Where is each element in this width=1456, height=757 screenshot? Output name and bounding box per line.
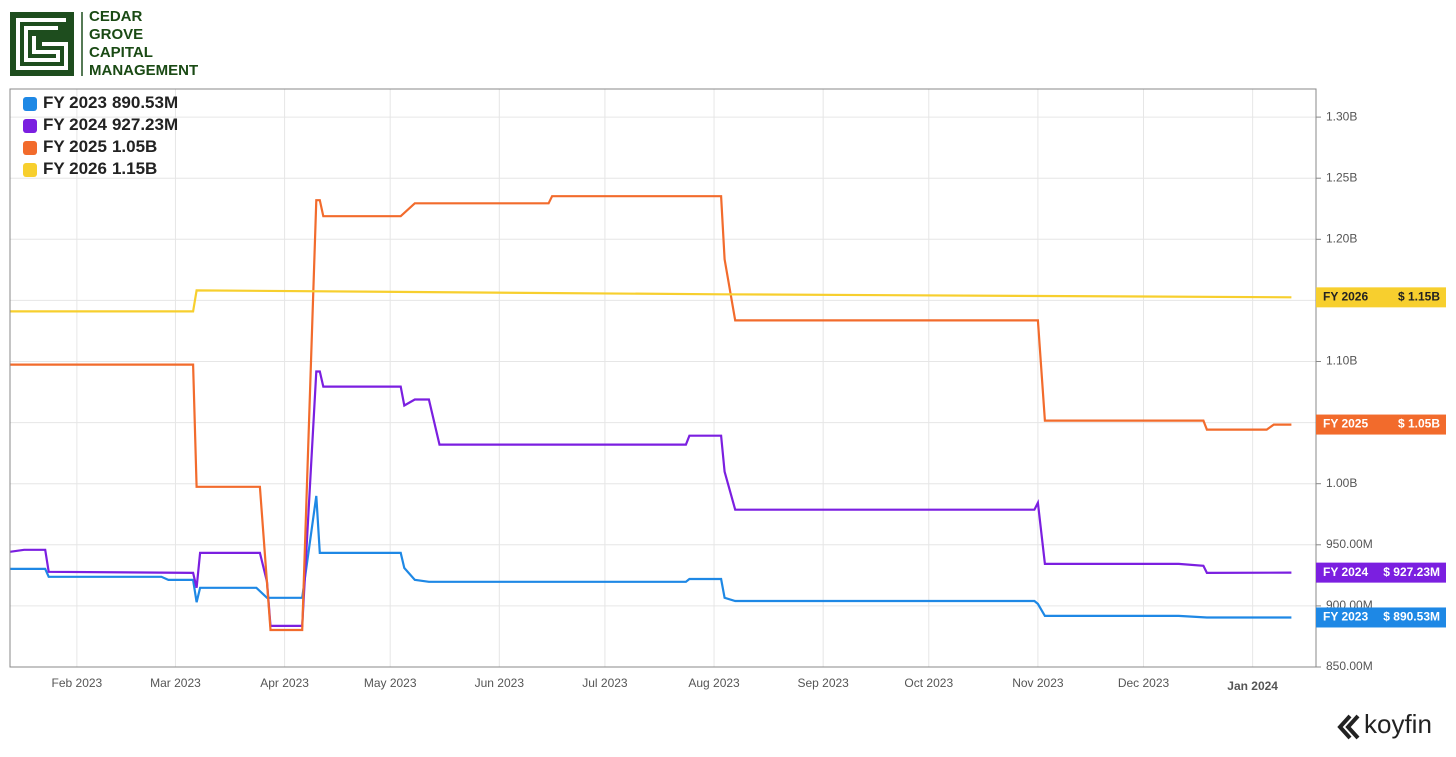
x-tick-label: Jun 2023 [475,676,525,690]
value-tag-name: FY 2025 [1323,417,1368,431]
legend-label: FY 2025 1.05B [43,137,157,156]
legend-name: FY 2025 [43,137,107,156]
legend-swatch [23,141,37,155]
legend-swatch [23,97,37,111]
y-tick-label: 950.00M [1326,537,1373,551]
series-line [10,495,1292,619]
x-tick-label: Nov 2023 [1012,676,1064,690]
value-tag [1316,562,1446,583]
x-tick-label: Jan 2024 [1227,679,1278,693]
logo-pattern [16,18,68,70]
y-tick-label: 1.10B [1326,354,1357,368]
logo: CEDAR GROVE CAPITAL MANAGEMENT [10,8,198,79]
x-tick-label: Aug 2023 [688,676,740,690]
legend-value: 890.53M [112,93,178,112]
y-tick-label: 850.00M [1326,659,1373,673]
x-tick-label: Feb 2023 [52,676,103,690]
legend-name: FY 2024 [43,115,108,134]
x-tick-label: Apr 2023 [260,676,309,690]
value-tag-name: FY 2024 [1323,565,1368,579]
watermark-text: koyfin [1364,709,1432,739]
y-tick-label: 1.30B [1326,109,1357,123]
x-tick-label: Sep 2023 [797,676,849,690]
value-tag-label: $ 927.23M [1383,565,1440,579]
x-tick-label: Oct 2023 [904,676,953,690]
legend-label: FY 2023 890.53M [43,93,178,112]
watermark-icon [1337,714,1360,740]
y-tick-label: 1.00B [1326,476,1357,490]
series-line [10,195,1292,632]
series-line [10,289,1292,313]
logo-line: MANAGEMENT [89,62,198,79]
legend-value: 927.23M [112,115,178,134]
legend-name: FY 2026 [43,159,107,178]
legend-label: FY 2024 927.23M [43,115,178,134]
legend-value: 1.15B [112,159,157,178]
legend-label: FY 2026 1.15B [43,159,157,178]
value-tag-label: $ 1.15B [1398,290,1440,304]
lines [9,195,1292,632]
series-line [9,370,1292,627]
x-tick-label: Jul 2023 [582,676,628,690]
logo-line: CAPITAL [89,44,153,61]
x-tick-label: May 2023 [364,676,417,690]
logo-line: CEDAR [89,8,143,25]
plot-frame [9,88,1317,668]
x-tick-label: Dec 2023 [1118,676,1170,690]
legend-value: 1.05B [112,137,157,156]
value-tag-name: FY 2026 [1323,290,1368,304]
legend-name: FY 2023 [43,93,107,112]
value-tag [1316,607,1446,628]
y-tick-label: 1.25B [1326,170,1357,184]
legend-swatch [23,119,37,133]
value-tag-label: $ 1.05B [1398,417,1440,431]
value-tag [1316,287,1446,308]
logo-line: GROVE [89,26,143,43]
watermark: koyfin [1337,709,1432,740]
value-tag-label: $ 890.53M [1383,610,1440,624]
x-tick-label: Mar 2023 [150,676,201,690]
y-tick-label: 1.20B [1326,231,1357,245]
value-tag-name: FY 2023 [1323,610,1368,624]
legend-swatch [23,163,37,177]
grid [10,89,1321,668]
value-tag [1316,414,1446,435]
